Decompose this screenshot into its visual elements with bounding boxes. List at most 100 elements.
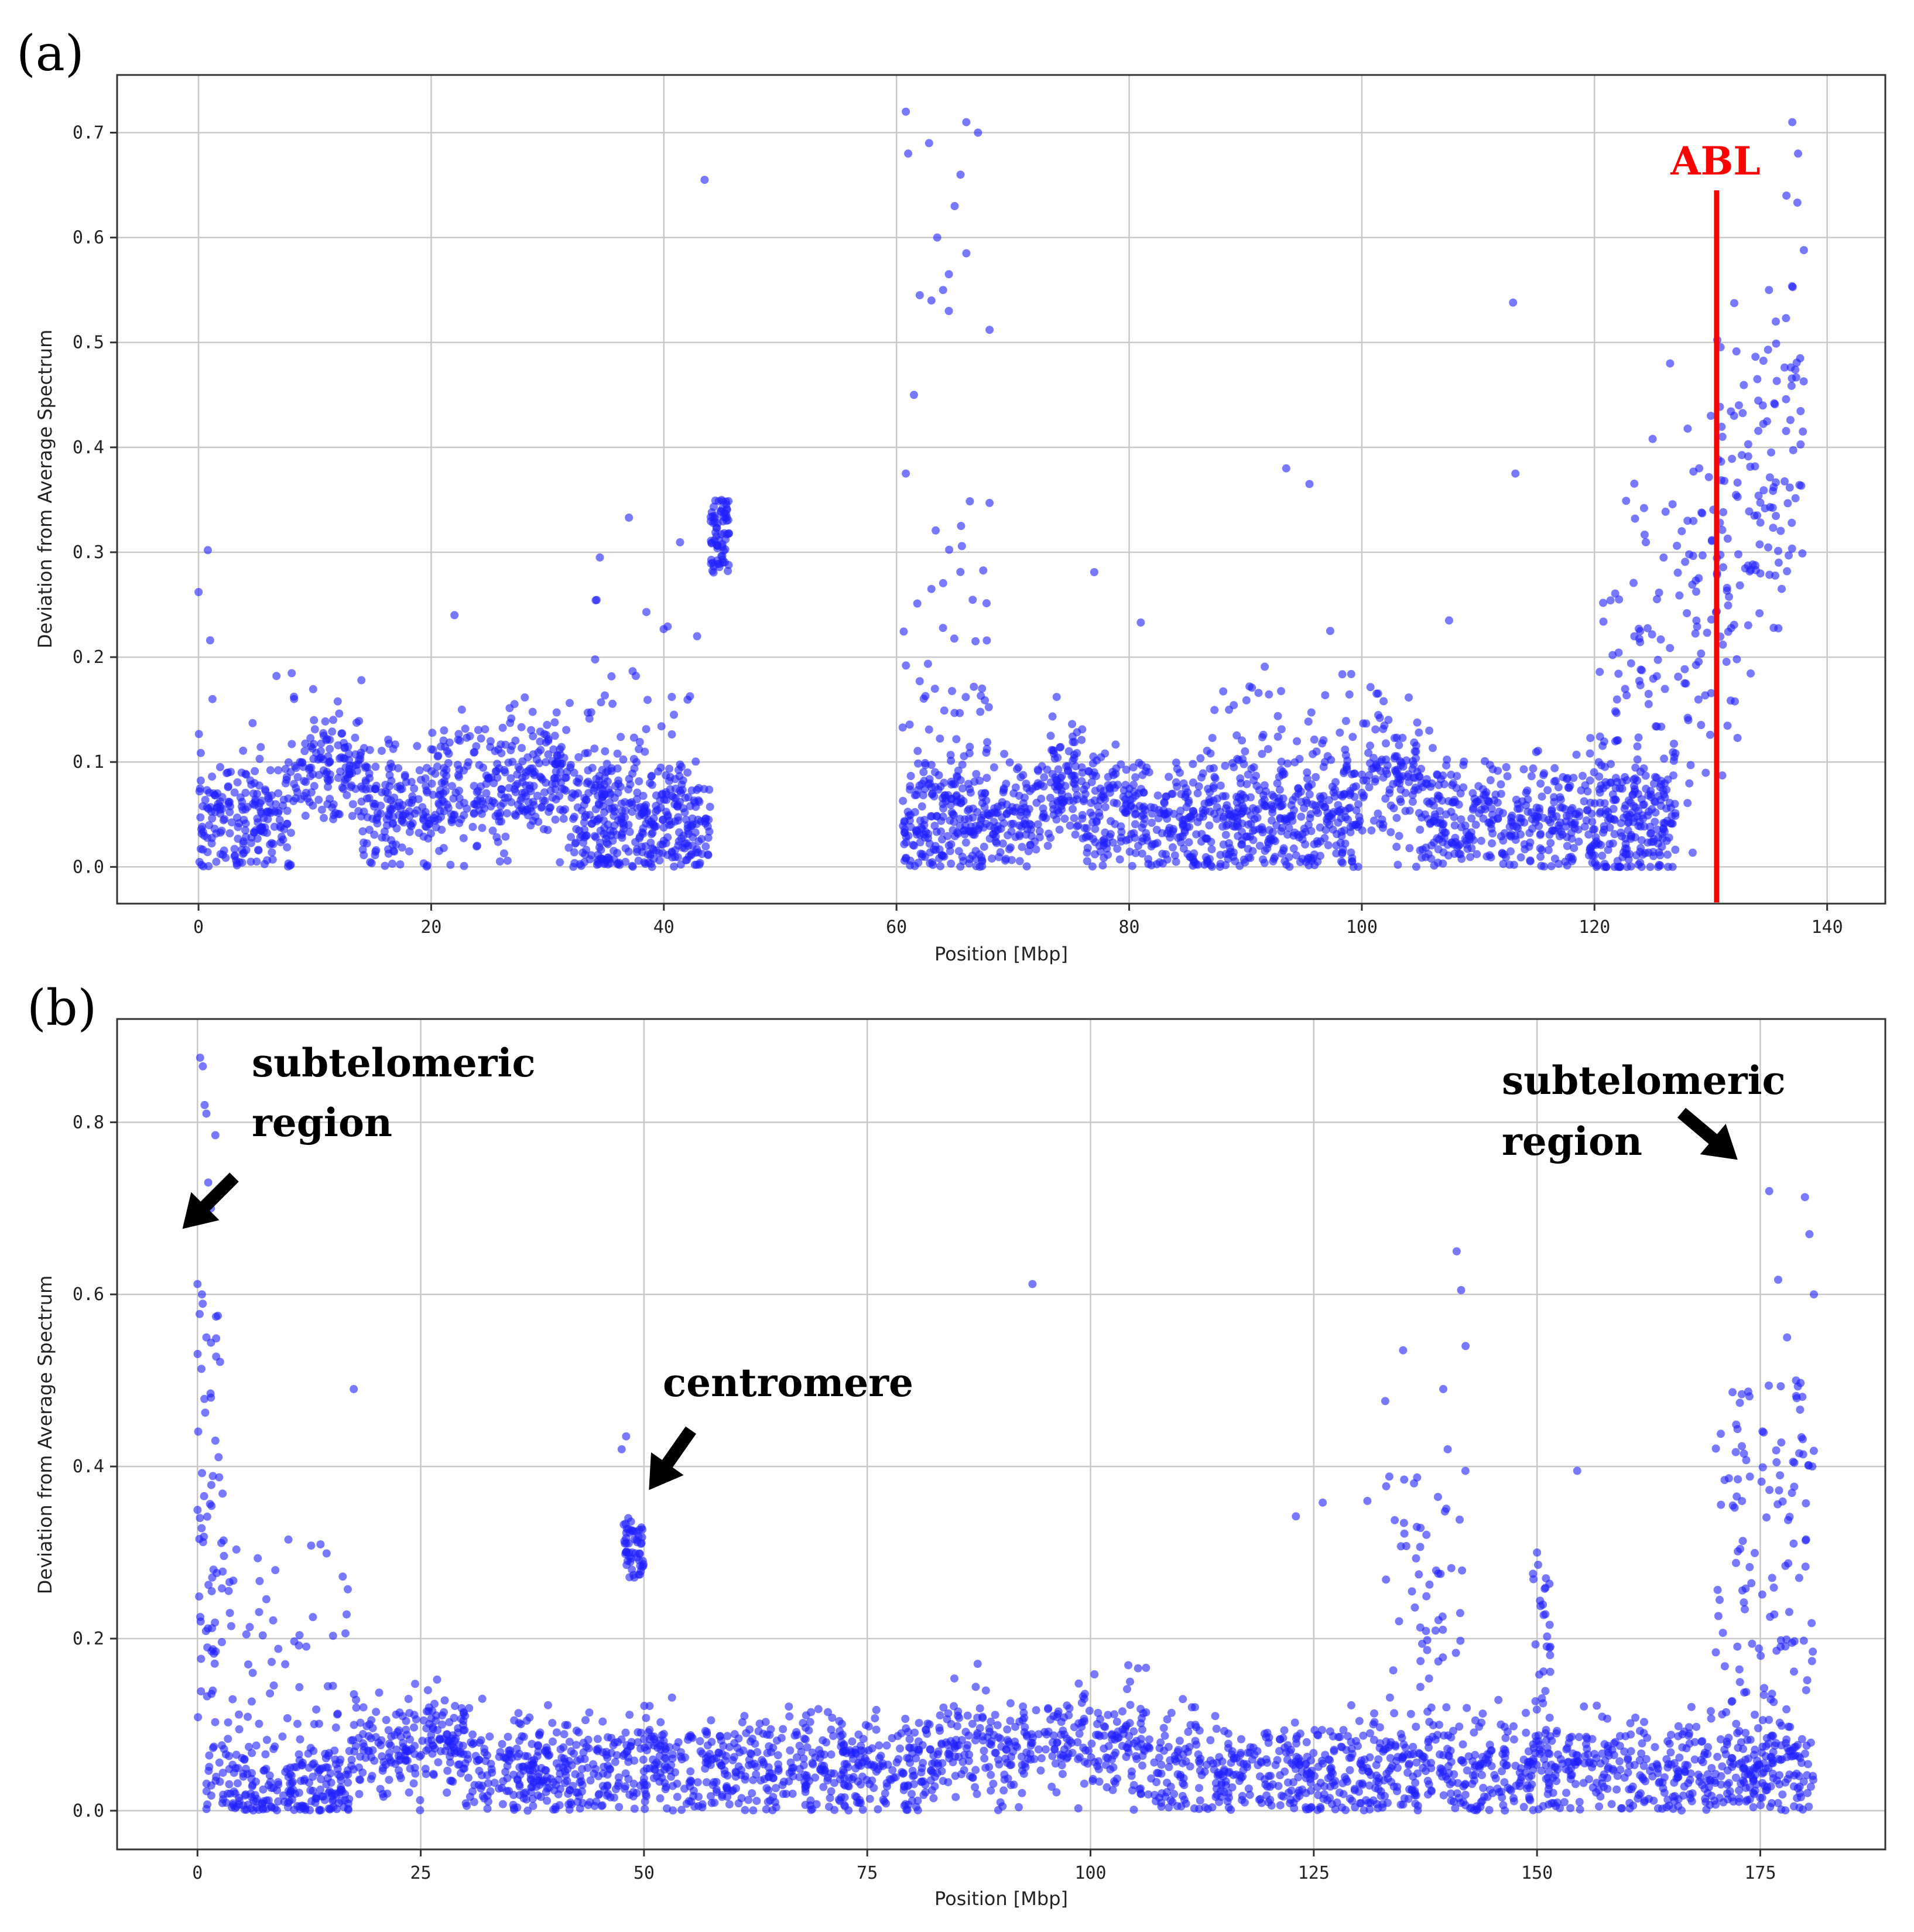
data-point [550,760,559,768]
data-point [596,826,605,835]
data-point [1179,822,1187,830]
data-point [415,766,424,775]
data-point [1389,804,1398,813]
data-point [345,755,354,764]
data-point [1694,657,1703,666]
data-point [602,760,611,768]
data-point [1176,806,1185,815]
data-point [1622,497,1631,505]
data-point [447,1776,456,1785]
data-point [591,655,600,664]
data-point [1046,833,1055,842]
data-point [711,496,720,505]
data-point [227,818,236,827]
data-point [930,685,939,693]
data-point [1392,813,1401,822]
data-point [1019,1708,1028,1717]
data-point [1723,534,1732,543]
data-point [957,542,966,550]
data-point [658,849,667,857]
data-point [1037,794,1046,803]
data-point [910,391,918,399]
data-point [1194,1750,1203,1759]
data-point [1730,299,1738,307]
data-point [317,739,326,748]
data-point [1132,809,1141,818]
data-point [663,622,672,631]
data-point [1478,1709,1487,1718]
data-point [411,1680,419,1688]
data-point [1367,826,1376,835]
data-point [1590,799,1599,808]
data-point [985,326,994,334]
data-point [1660,827,1669,836]
data-point [1233,817,1242,826]
data-point [1657,802,1665,811]
data-point [1692,1722,1701,1731]
data-point [1152,860,1161,868]
data-point [1738,451,1746,460]
data-point [639,792,648,800]
data-point [1414,785,1423,794]
data-point [1231,857,1240,866]
data-point [225,829,234,837]
data-point [598,792,607,801]
data-point [628,667,637,676]
data-point [533,791,542,800]
data-point [906,856,915,865]
data-point [1691,629,1700,638]
data-point [498,723,507,732]
data-point [630,1804,639,1813]
data-point [972,770,981,778]
data-point [991,1711,999,1719]
data-point [1240,855,1248,864]
data-point [1595,772,1604,781]
data-point [684,842,693,850]
data-point [1269,857,1278,866]
data-point [939,812,947,821]
data-point [1347,670,1355,678]
data-point [1595,785,1604,794]
data-point [1648,435,1657,443]
data-point [900,840,909,849]
data-point [639,824,648,833]
data-point [1232,731,1241,740]
data-point [1442,810,1450,819]
data-point [617,815,626,823]
data-point [365,826,374,834]
data-point [958,784,967,793]
data-point [419,832,428,841]
data-point [196,844,205,853]
data-point [1275,785,1284,794]
data-point [670,710,678,719]
data-point [1237,796,1245,805]
data-point [934,785,943,794]
data-point [1375,713,1384,722]
data-point [1474,782,1483,791]
data-point [1384,716,1393,724]
data-point [358,827,367,836]
data-point [1683,609,1692,618]
data-point [418,803,427,812]
data-point [974,128,982,137]
data-point [576,1804,584,1813]
data-point [460,766,468,775]
data-point [474,1756,483,1764]
data-point [970,682,978,691]
data-point [203,803,211,812]
data-point [331,809,340,818]
data-point [951,780,960,789]
data-point [581,850,590,859]
data-point [1001,856,1009,865]
data-point [1583,806,1592,815]
data-point [518,744,526,753]
data-point [587,819,596,828]
data-point [1593,1701,1601,1710]
data-point [1206,749,1215,758]
data-point [1536,853,1545,861]
data-point [1630,632,1639,641]
data-point [1555,860,1563,868]
data-point [389,801,398,809]
data-point [707,508,716,517]
data-point [427,829,435,838]
